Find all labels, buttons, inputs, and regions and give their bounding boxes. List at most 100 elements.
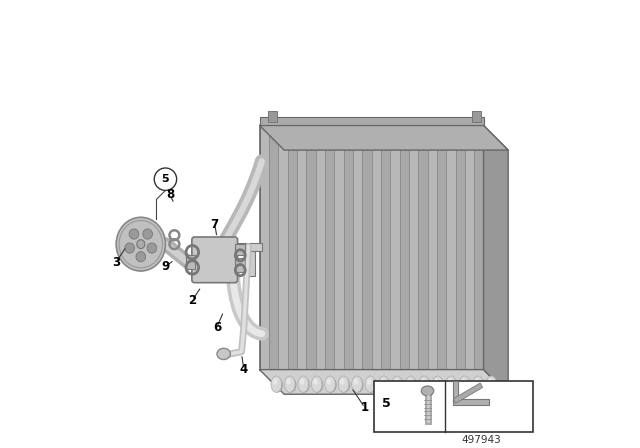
Polygon shape bbox=[260, 125, 508, 150]
Text: 1: 1 bbox=[361, 401, 369, 414]
Ellipse shape bbox=[474, 379, 479, 385]
Ellipse shape bbox=[407, 379, 412, 385]
Bar bbox=[344, 125, 353, 370]
Ellipse shape bbox=[365, 376, 376, 392]
Ellipse shape bbox=[420, 379, 426, 385]
Polygon shape bbox=[453, 383, 483, 403]
Bar bbox=[316, 125, 325, 370]
Bar bbox=[474, 125, 484, 370]
Ellipse shape bbox=[394, 378, 404, 392]
Bar bbox=[446, 125, 456, 370]
Ellipse shape bbox=[311, 376, 322, 392]
Ellipse shape bbox=[286, 379, 291, 385]
Bar bbox=[244, 244, 255, 276]
Ellipse shape bbox=[324, 376, 335, 392]
Ellipse shape bbox=[445, 376, 456, 392]
Ellipse shape bbox=[351, 376, 362, 392]
Circle shape bbox=[154, 168, 177, 190]
Ellipse shape bbox=[116, 217, 165, 271]
Bar bbox=[237, 243, 262, 251]
Ellipse shape bbox=[300, 378, 310, 392]
Bar bbox=[260, 117, 484, 125]
Bar bbox=[306, 125, 316, 370]
Ellipse shape bbox=[136, 252, 146, 262]
Text: 9: 9 bbox=[161, 260, 170, 273]
Polygon shape bbox=[260, 370, 508, 394]
Ellipse shape bbox=[326, 378, 337, 392]
Ellipse shape bbox=[434, 378, 444, 392]
Bar bbox=[437, 125, 446, 370]
Bar bbox=[409, 125, 418, 370]
Ellipse shape bbox=[353, 378, 364, 392]
Ellipse shape bbox=[217, 349, 230, 359]
Ellipse shape bbox=[326, 379, 332, 385]
Ellipse shape bbox=[286, 378, 296, 392]
Bar bbox=[428, 125, 437, 370]
Ellipse shape bbox=[300, 379, 305, 385]
Ellipse shape bbox=[378, 376, 389, 392]
Ellipse shape bbox=[486, 376, 497, 392]
Ellipse shape bbox=[461, 378, 471, 392]
Bar bbox=[472, 111, 481, 122]
Ellipse shape bbox=[488, 379, 493, 385]
Bar bbox=[186, 255, 195, 269]
Ellipse shape bbox=[447, 378, 458, 392]
Ellipse shape bbox=[273, 379, 278, 385]
Ellipse shape bbox=[137, 240, 145, 249]
Text: 4: 4 bbox=[240, 363, 248, 376]
Ellipse shape bbox=[380, 379, 385, 385]
Ellipse shape bbox=[271, 376, 282, 392]
Ellipse shape bbox=[313, 378, 323, 392]
Bar bbox=[278, 125, 287, 370]
Bar bbox=[390, 125, 399, 370]
Ellipse shape bbox=[353, 379, 358, 385]
Ellipse shape bbox=[434, 379, 439, 385]
Text: 6: 6 bbox=[213, 320, 221, 334]
Ellipse shape bbox=[129, 229, 139, 239]
Ellipse shape bbox=[405, 376, 416, 392]
Bar bbox=[465, 125, 474, 370]
Ellipse shape bbox=[125, 243, 134, 253]
Ellipse shape bbox=[313, 379, 318, 385]
FancyBboxPatch shape bbox=[192, 237, 237, 283]
Bar bbox=[325, 125, 334, 370]
Bar bbox=[456, 125, 465, 370]
Polygon shape bbox=[453, 381, 489, 405]
Ellipse shape bbox=[273, 378, 283, 392]
Bar bbox=[371, 125, 381, 370]
Text: 7: 7 bbox=[211, 217, 219, 231]
Ellipse shape bbox=[472, 376, 483, 392]
Text: 3: 3 bbox=[112, 255, 120, 269]
Text: 5: 5 bbox=[162, 174, 169, 184]
Text: 8: 8 bbox=[166, 188, 174, 202]
Ellipse shape bbox=[147, 243, 157, 253]
Bar bbox=[269, 125, 278, 370]
Ellipse shape bbox=[459, 376, 470, 392]
Ellipse shape bbox=[340, 379, 345, 385]
Polygon shape bbox=[484, 125, 508, 394]
Bar bbox=[399, 125, 409, 370]
Ellipse shape bbox=[474, 378, 484, 392]
Bar bbox=[374, 381, 532, 432]
Ellipse shape bbox=[380, 378, 390, 392]
Text: 497943: 497943 bbox=[461, 435, 501, 445]
Ellipse shape bbox=[340, 378, 350, 392]
Bar bbox=[297, 125, 306, 370]
Text: 2: 2 bbox=[188, 293, 196, 307]
Bar bbox=[287, 125, 297, 370]
Ellipse shape bbox=[420, 378, 431, 392]
Ellipse shape bbox=[394, 379, 399, 385]
Bar bbox=[260, 125, 269, 370]
Ellipse shape bbox=[432, 376, 443, 392]
Bar bbox=[235, 258, 244, 272]
Ellipse shape bbox=[419, 376, 429, 392]
Bar bbox=[418, 125, 428, 370]
Bar bbox=[381, 125, 390, 370]
Ellipse shape bbox=[298, 376, 308, 392]
Ellipse shape bbox=[461, 379, 466, 385]
Bar bbox=[362, 125, 372, 370]
Ellipse shape bbox=[338, 376, 349, 392]
Bar bbox=[269, 111, 278, 122]
Bar bbox=[353, 125, 362, 370]
Text: 5: 5 bbox=[382, 397, 390, 410]
